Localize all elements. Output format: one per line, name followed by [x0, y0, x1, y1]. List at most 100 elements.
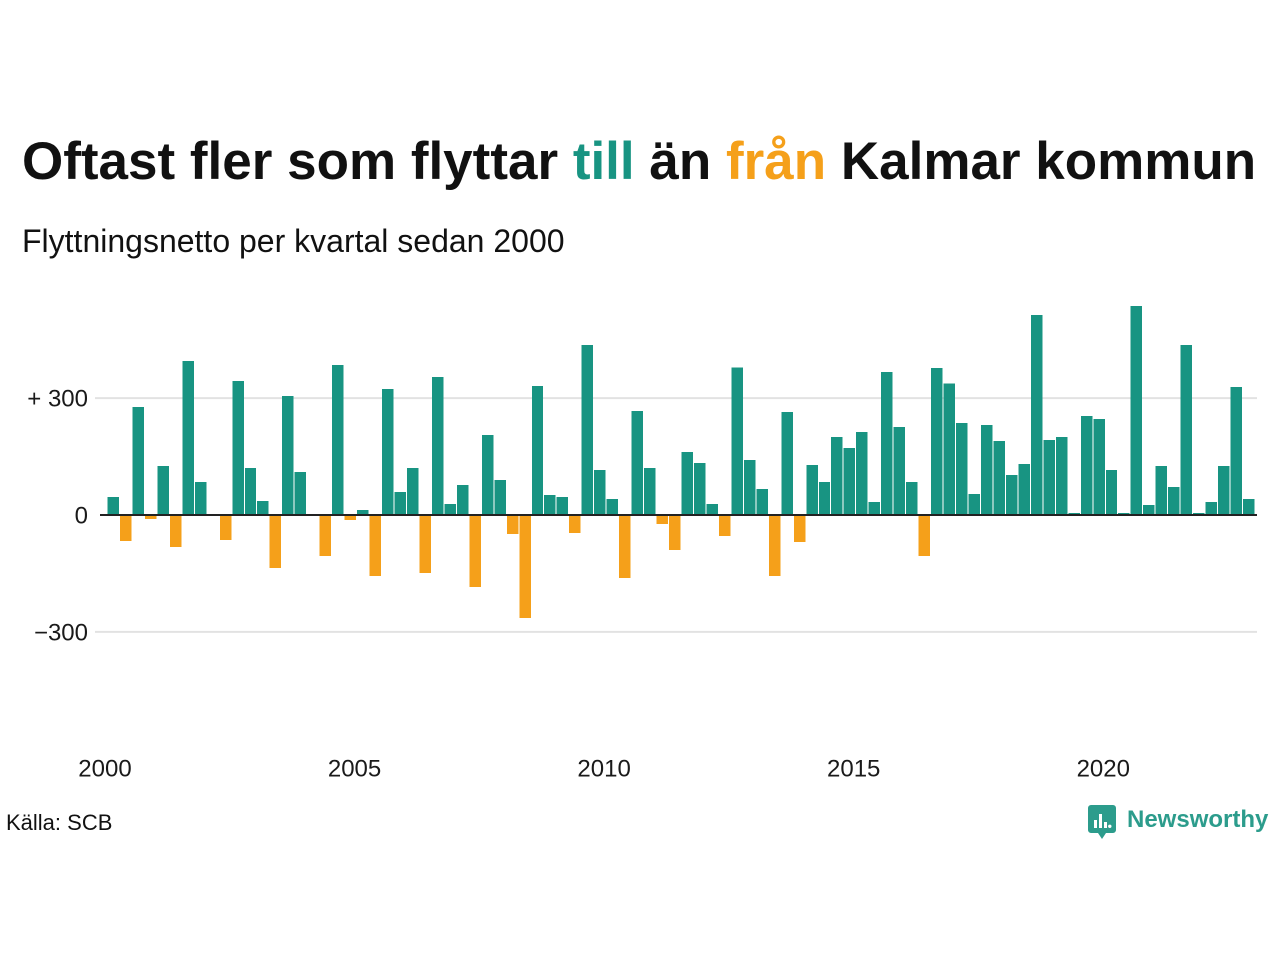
bar-negative — [269, 515, 282, 568]
bar-positive — [968, 493, 980, 515]
bar-positive — [194, 481, 207, 515]
bar-positive — [1043, 440, 1055, 515]
bar-positive — [943, 383, 956, 515]
bar-positive — [831, 437, 843, 515]
bar-positive — [1130, 306, 1143, 515]
newsworthy-logo: Newsworthy — [1088, 804, 1268, 840]
newsworthy-logo-icon — [1088, 804, 1116, 839]
y-axis: + 300 0 −300 — [27, 386, 88, 647]
bar-positive — [856, 432, 868, 515]
x-axis: 2000 2005 2010 2015 2020 — [78, 755, 1130, 782]
bar-positive — [357, 509, 369, 515]
bar-positive — [394, 492, 406, 515]
bar-positive — [157, 465, 169, 515]
bar-positive — [1168, 486, 1180, 515]
bar-positive — [606, 499, 619, 515]
bar-positive — [868, 502, 881, 515]
bar-positive — [931, 368, 943, 515]
bar-positive — [631, 410, 644, 515]
bar-positive — [956, 423, 968, 515]
bar-positive — [893, 426, 906, 515]
bar-positive — [980, 424, 993, 515]
logo-icon-bar — [1099, 813, 1102, 828]
bar-positive — [332, 364, 344, 515]
bar-positive — [681, 451, 693, 515]
bar-negative — [144, 515, 157, 519]
bar-positive — [456, 485, 469, 515]
y-tick-label: −300 — [34, 619, 88, 646]
bar-positive — [431, 377, 444, 515]
bar-negative — [669, 515, 681, 551]
bar-negative — [419, 515, 431, 574]
bar-negative — [319, 515, 332, 556]
bar-positive — [1230, 387, 1243, 515]
bar-positive — [182, 361, 194, 515]
bar-positive — [594, 470, 606, 515]
bar-negative — [619, 515, 631, 579]
logo-icon-bar — [1094, 819, 1097, 828]
bar-positive — [444, 504, 456, 515]
source-note: Källa: SCB — [6, 810, 113, 835]
bar-negative — [569, 515, 581, 533]
bar-positive — [743, 460, 756, 515]
bar-positive — [294, 472, 307, 515]
bar-positive — [244, 467, 257, 515]
y-tick-label: 0 — [75, 502, 88, 529]
bar-positive — [257, 500, 269, 515]
bar-positive — [544, 495, 556, 515]
bar-positive — [531, 386, 544, 515]
bar-positive — [1143, 504, 1155, 515]
bar-positive — [1155, 465, 1168, 515]
logo-wordmark: Newsworthy — [1127, 806, 1269, 833]
bar-negative — [519, 515, 531, 618]
x-tick-label: 2010 — [577, 755, 630, 782]
bar-positive — [1080, 416, 1093, 515]
bar-negative — [506, 515, 519, 535]
x-tick-label: 2000 — [78, 755, 131, 782]
bar-negative — [793, 515, 806, 542]
bar-negative — [369, 515, 382, 576]
bar-positive — [406, 467, 419, 515]
bar-positive — [132, 407, 144, 515]
bar-positive — [581, 345, 594, 515]
bar-negative — [718, 515, 731, 537]
bar-positive — [1218, 465, 1230, 515]
bars — [107, 306, 1255, 618]
bar-positive — [107, 497, 119, 515]
bar-negative — [656, 515, 669, 524]
bar-positive — [1093, 419, 1105, 515]
bar-positive — [843, 447, 856, 515]
bar-positive — [1180, 345, 1193, 515]
bar-negative — [469, 515, 481, 588]
chart-subtitle: Flyttningsnetto per kvartal sedan 2000 — [22, 223, 565, 259]
bar-positive — [906, 481, 918, 515]
bar-positive — [993, 440, 1005, 515]
bar-positive — [781, 412, 793, 515]
bar-positive — [881, 372, 893, 515]
logo-icon-dot — [1108, 824, 1112, 828]
bar-positive — [1030, 315, 1043, 515]
title-highlight-word: från — [725, 132, 827, 191]
bar-positive — [1205, 502, 1218, 515]
x-tick-label: 2015 — [827, 755, 880, 782]
x-tick-label: 2020 — [1077, 755, 1130, 782]
bar-positive — [556, 497, 569, 515]
bar-negative — [119, 515, 132, 542]
bar-negative — [768, 515, 781, 576]
chart-title: Oftast fler som flyttar till än från Kal… — [22, 132, 1257, 191]
bar-positive — [818, 481, 831, 515]
bar-negative — [344, 515, 357, 521]
bar-positive — [1105, 470, 1118, 515]
bar-positive — [731, 367, 743, 515]
bar-positive — [1005, 474, 1018, 515]
title-highlight-word: till — [572, 132, 635, 191]
bar-positive — [282, 396, 294, 515]
bar-negative — [219, 515, 232, 540]
bar-positive — [806, 465, 818, 515]
x-tick-label: 2005 — [328, 755, 381, 782]
bar-negative — [918, 515, 931, 556]
bar-chart: + 300 0 −300 2000 2005 2010 2015 2020 — [27, 306, 1257, 782]
bar-positive — [494, 479, 506, 515]
y-tick-label: + 300 — [27, 386, 88, 413]
